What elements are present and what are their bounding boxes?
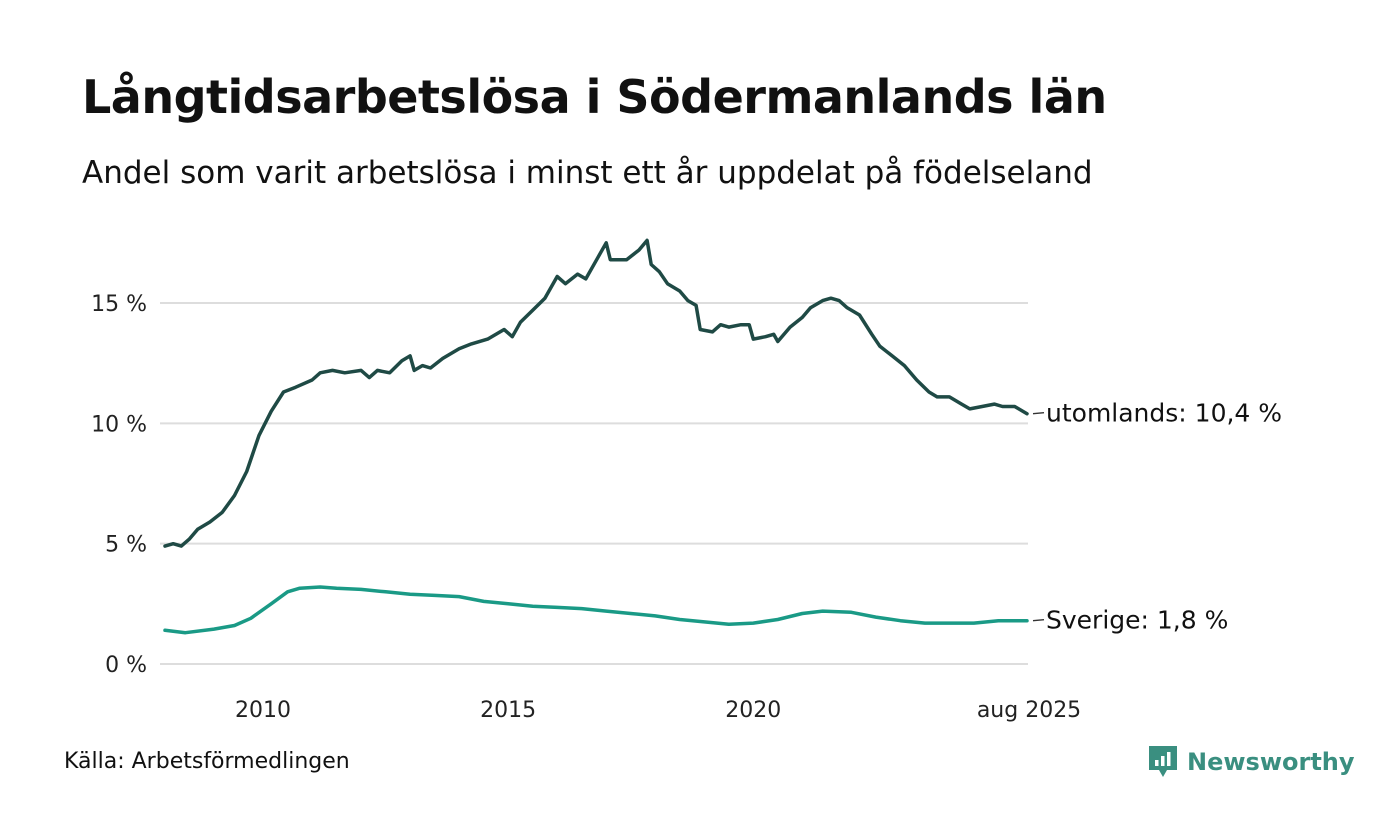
newsworthy-logo-icon xyxy=(1149,746,1177,777)
y-tick-label: 10 % xyxy=(91,412,147,437)
newsworthy-logo: Newsworthy xyxy=(1147,744,1355,780)
y-tick-label: 5 % xyxy=(105,533,147,558)
x-tick-label: aug 2025 xyxy=(977,698,1081,723)
y-axis-tick-labels: 0 % 5 % 10 % 15 % xyxy=(91,292,147,678)
series-line-utomlands xyxy=(163,238,1029,548)
series-end-labels: utomlands: 10,4 % Sverige: 1,8 % xyxy=(1032,399,1282,635)
chart-subtitle: Andel som varit arbetslösa i minst ett å… xyxy=(82,155,1093,191)
series-lines xyxy=(163,238,1029,635)
x-tick-label: 2010 xyxy=(235,698,291,723)
newsworthy-logo-text: Newsworthy xyxy=(1187,748,1355,776)
x-tick-label: 2015 xyxy=(480,698,536,723)
series-end-label-sverige: Sverige: 1,8 % xyxy=(1046,606,1228,635)
chart-title: Långtidsarbetslösa i Södermanlands län xyxy=(82,70,1107,124)
series-end-label-utomlands: utomlands: 10,4 % xyxy=(1046,399,1282,428)
series-line-sverige xyxy=(163,585,1029,635)
x-tick-label: 2020 xyxy=(725,698,781,723)
y-tick-label: 0 % xyxy=(105,653,147,678)
end-label-leader xyxy=(1032,619,1045,622)
source-note: Källa: Arbetsförmedlingen xyxy=(64,749,350,774)
gridlines xyxy=(160,302,1028,665)
y-tick-label: 15 % xyxy=(91,292,147,317)
x-axis-tick-labels: 2010 2015 2020 aug 2025 xyxy=(235,698,1081,723)
end-label-leader xyxy=(1032,412,1045,415)
